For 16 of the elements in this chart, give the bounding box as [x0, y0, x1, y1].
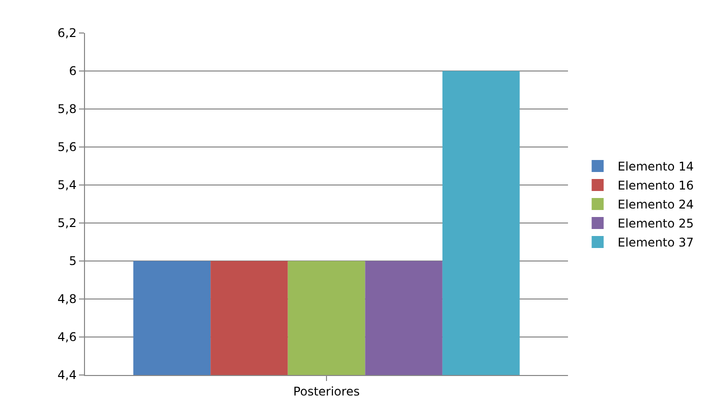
y-tick-label: 5 — [68, 254, 77, 268]
legend-label: Elemento 14 — [618, 160, 694, 174]
legend-label: Elemento 16 — [618, 178, 694, 193]
y-tick-label: 5,4 — [58, 178, 77, 192]
y-tick-label: 5,8 — [58, 102, 77, 116]
legend-label: Elemento 24 — [618, 198, 694, 212]
y-tick-label: 6 — [68, 64, 77, 78]
legend-label: Elemento 25 — [618, 216, 694, 231]
y-tick-label: 4,4 — [58, 368, 77, 382]
y-tick-label: 6,2 — [58, 26, 77, 40]
y-tick-label: 4,8 — [58, 292, 77, 306]
x-tick-label: Posteriores — [293, 384, 360, 398]
y-tick-label: 5,2 — [58, 216, 77, 230]
y-tick-label: 4,6 — [58, 330, 77, 344]
legend-label: Elemento 37 — [618, 236, 694, 250]
y-tick-label: 5,6 — [58, 140, 77, 154]
